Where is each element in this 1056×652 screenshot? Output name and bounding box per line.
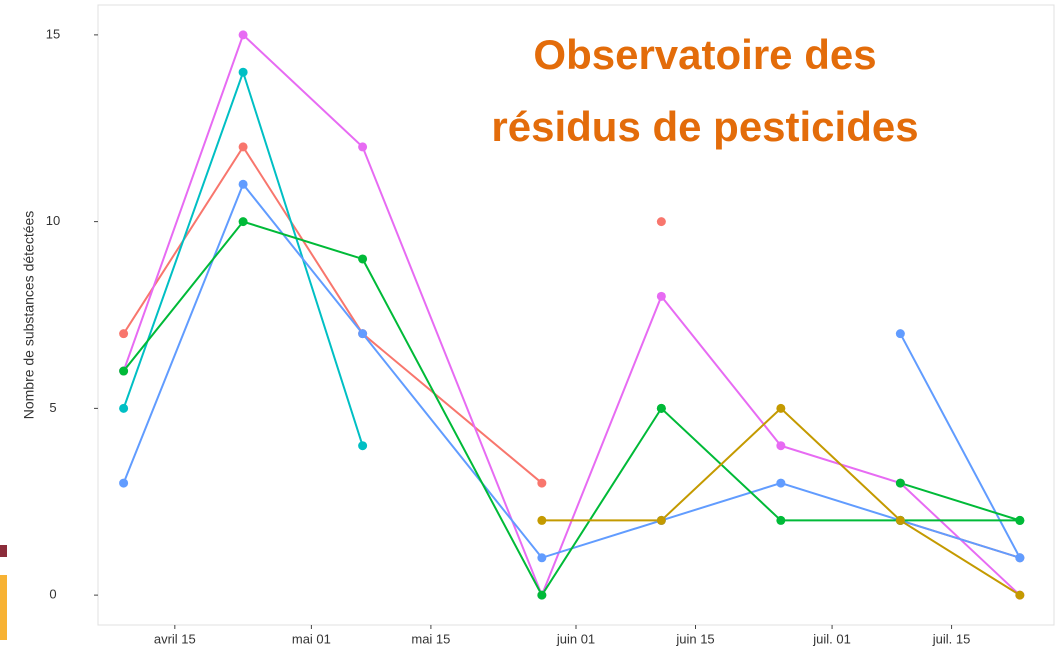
series-line (900, 482, 1021, 522)
series-line (122, 182, 1021, 559)
data-point (656, 217, 666, 227)
chart-title: Observatoire des (533, 31, 876, 78)
x-tick-label: mai 01 (292, 631, 331, 646)
data-point (776, 515, 786, 525)
data-point (119, 366, 129, 376)
data-point (358, 254, 368, 264)
y-tick-label: 0 (49, 587, 56, 602)
data-point (119, 478, 129, 488)
data-point (238, 217, 248, 227)
data-point (119, 329, 129, 339)
data-point (119, 403, 129, 413)
data-point (1015, 515, 1025, 525)
data-point (537, 553, 547, 563)
data-point (1015, 553, 1025, 563)
data-point (537, 590, 547, 600)
data-point (895, 329, 905, 339)
data-point (238, 179, 248, 189)
plot-area (97, 4, 1055, 626)
x-tick-label: avril 15 (154, 631, 196, 646)
data-point (238, 30, 248, 40)
data-point (537, 478, 547, 488)
decor-bar (0, 545, 7, 557)
y-tick-label: 15 (46, 26, 60, 41)
data-point (776, 441, 786, 451)
data-point (238, 67, 248, 77)
x-tick-label: juin 01 (556, 631, 595, 646)
x-tick-label: juil. 15 (932, 631, 971, 646)
y-axis-label: Nombre de substances détectées (21, 211, 37, 420)
x-tick-label: juin 15 (675, 631, 714, 646)
data-point (358, 329, 368, 339)
series-line (122, 33, 1021, 598)
data-point (656, 291, 666, 301)
y-tick-label: 5 (49, 400, 56, 415)
decor-bar (0, 575, 7, 640)
chart-title: résidus de pesticides (491, 103, 918, 150)
y-tick-label: 10 (46, 213, 60, 228)
series-line (122, 220, 1020, 598)
data-point (238, 142, 248, 152)
data-point (1015, 590, 1025, 600)
data-point (895, 515, 905, 525)
data-point (537, 515, 547, 525)
x-tick-label: juil. 01 (812, 631, 851, 646)
data-point (358, 142, 368, 152)
data-point (656, 403, 666, 413)
x-tick-label: mai 15 (411, 631, 450, 646)
data-point (895, 478, 905, 488)
data-point (776, 403, 786, 413)
data-point (656, 515, 666, 525)
data-point (776, 478, 786, 488)
data-point (358, 441, 368, 451)
